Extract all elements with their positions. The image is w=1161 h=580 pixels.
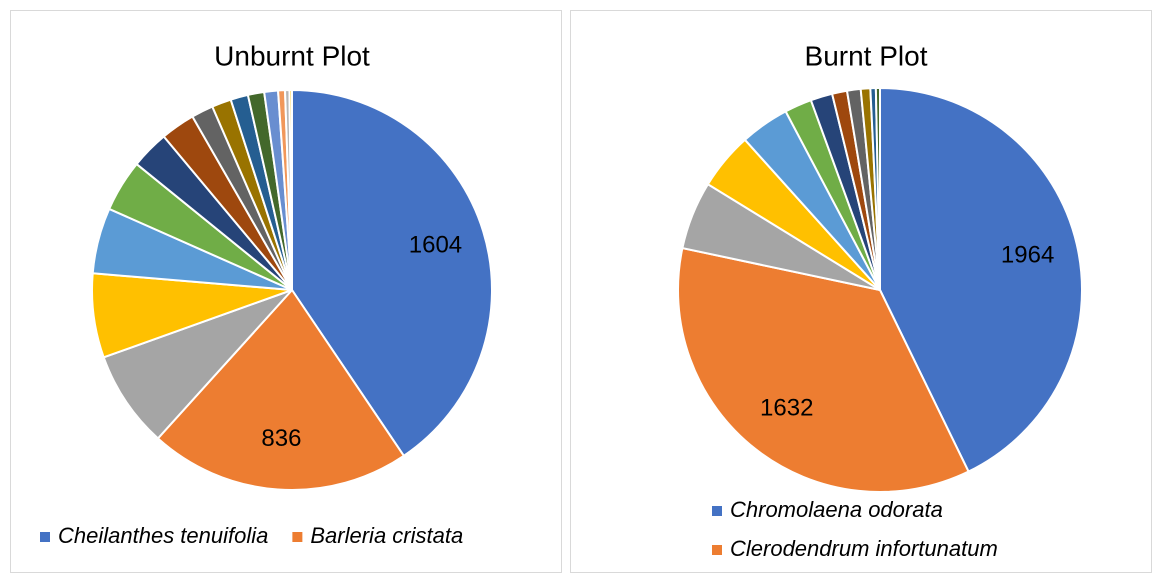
- chart-title: Unburnt Plot: [214, 40, 370, 71]
- pie-slice: [677, 246, 970, 493]
- legend-swatch: [40, 532, 50, 542]
- pie-slice: [879, 86, 1083, 473]
- legend-swatch: [712, 506, 722, 516]
- data-label: 1964: [1001, 241, 1054, 268]
- pie-slice: [288, 88, 293, 291]
- pie-slice: [291, 88, 493, 458]
- legend-label: Barleria cristata: [310, 523, 463, 548]
- pie-slice: [102, 289, 293, 440]
- legend-label: Chromolaena odorata: [730, 497, 943, 522]
- legend-swatch: [292, 532, 303, 542]
- pie-slice: [156, 288, 406, 491]
- data-label: 1604: [409, 231, 462, 258]
- legend-label: Cheilanthes tenuifolia: [58, 523, 268, 548]
- data-label: 836: [261, 425, 301, 452]
- chart-title: Burnt Plot: [805, 40, 928, 71]
- pie-slice: [874, 86, 881, 291]
- legend-swatch: [712, 545, 722, 555]
- data-label: 1632: [760, 395, 813, 422]
- legend-label: Clerodendrum infortunatum: [730, 536, 998, 561]
